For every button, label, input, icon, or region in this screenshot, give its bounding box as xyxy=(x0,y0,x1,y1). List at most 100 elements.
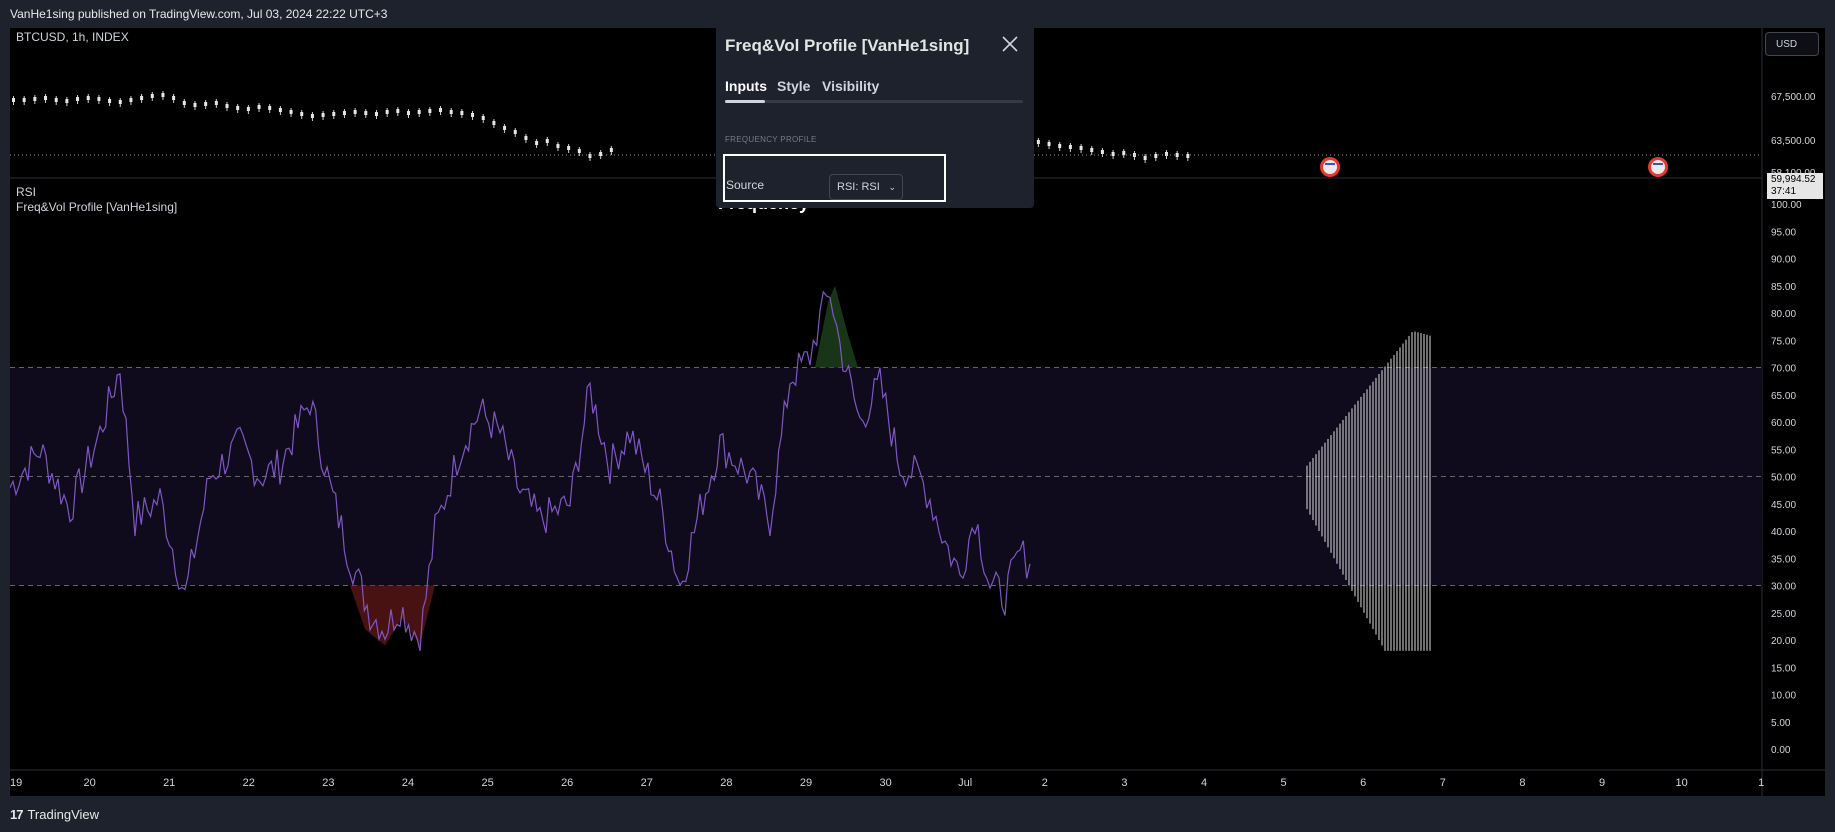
price-candle-body xyxy=(407,111,410,115)
time-axis-label: 22 xyxy=(243,777,255,789)
rsi-scale-label: 0.00 xyxy=(1771,745,1791,756)
price-candle-body xyxy=(1186,154,1190,158)
price-candle-body xyxy=(556,144,560,148)
indicator-legend-name[interactable]: Freq&Vol Profile [VanHe1sing] xyxy=(16,200,178,214)
rsi-scale-label: 90.00 xyxy=(1771,255,1796,266)
price-candle-body xyxy=(428,109,432,113)
us-flag-icon-stripe xyxy=(1325,163,1335,165)
rsi-scale-label: 100.00 xyxy=(1771,200,1802,211)
price-candle-body xyxy=(1122,151,1126,155)
rsi-scale-label: 60.00 xyxy=(1771,418,1796,429)
indicator-settings-dialog: Freq&Vol Profile [VanHe1sing] Inputs Sty… xyxy=(716,28,1034,208)
price-axis-label: 67,500.00 xyxy=(1771,92,1816,103)
time-axis-label: 24 xyxy=(402,777,414,789)
footer-bar: 17 TradingView xyxy=(0,796,1835,832)
tab-visibility[interactable]: Visibility xyxy=(822,78,880,94)
tab-style[interactable]: Style xyxy=(777,78,811,94)
rsi-scale-label: 30.00 xyxy=(1771,582,1796,593)
price-candle-body xyxy=(524,136,528,140)
price-candle-body xyxy=(1047,142,1051,146)
price-candle-body xyxy=(44,96,48,100)
price-candle-body xyxy=(609,148,613,152)
rsi-legend-name[interactable]: RSI xyxy=(16,185,37,199)
tab-inputs[interactable]: Inputs xyxy=(725,78,767,94)
price-candle-body xyxy=(599,152,603,156)
price-candle-body xyxy=(513,130,517,134)
active-tab-indicator xyxy=(725,100,765,103)
price-candle-body xyxy=(353,110,357,114)
price-candle-body xyxy=(268,106,272,110)
price-candle-body xyxy=(481,116,485,120)
price-candle-body xyxy=(289,110,293,114)
price-candle-body xyxy=(86,96,90,100)
price-candle-body xyxy=(12,98,15,102)
price-candle-body xyxy=(321,113,325,117)
price-candle-body xyxy=(172,96,176,100)
price-candle-body xyxy=(1164,152,1168,156)
rsi-scale-label: 45.00 xyxy=(1771,500,1796,511)
time-axis-label: 9 xyxy=(1599,777,1605,789)
time-axis-label: 6 xyxy=(1360,777,1366,789)
price-candle-body xyxy=(257,105,261,109)
price-candle-body xyxy=(1111,152,1115,156)
close-icon[interactable] xyxy=(998,34,1022,58)
chart-area[interactable]: 67,500.00 63,500.00 100.00 95.00 90.00 85.00 8… xyxy=(10,28,1825,796)
time-axis-label: 28 xyxy=(720,777,732,789)
price-candle-body xyxy=(1175,153,1179,157)
us-flag-icon-inner xyxy=(1323,160,1337,174)
price-candle-body xyxy=(118,100,122,104)
price-candle-body xyxy=(236,106,240,110)
price-candle-body xyxy=(449,110,453,114)
publish-info-bar: VanHe1sing published on TradingView.com,… xyxy=(0,0,1835,28)
rsi-scale-label: 50.00 xyxy=(1771,473,1796,484)
publish-text: VanHe1sing published on TradingView.com,… xyxy=(10,7,388,21)
time-axis-label: 4 xyxy=(1201,777,1207,789)
time-axis-label: 10 xyxy=(1675,777,1687,789)
rsi-scale-label: 70.00 xyxy=(1771,364,1796,375)
chart-canvas[interactable]: 67,500.0063,500.00100.0095.0090.0085.008… xyxy=(10,28,1825,796)
time-axis-label: 26 xyxy=(561,777,573,789)
time-axis-label: 20 xyxy=(83,777,95,789)
symbol-legend[interactable]: BTCUSD, 1h, INDEX xyxy=(16,30,129,44)
time-axis-label: 1 xyxy=(1758,777,1764,789)
price-candle-body xyxy=(108,99,112,103)
price-candle-body xyxy=(65,99,69,103)
price-candle-body xyxy=(310,114,314,118)
rsi-scale-label: 75.00 xyxy=(1771,336,1796,347)
us-flag-icon-inner xyxy=(1651,160,1665,174)
price-candle-body xyxy=(567,146,571,150)
price-candle-body xyxy=(193,103,197,107)
close-icon-glyph xyxy=(1002,36,1018,52)
price-candle-body xyxy=(1143,156,1147,160)
price-candle-body xyxy=(182,101,186,105)
price-candle-body xyxy=(22,98,26,102)
rsi-scale-label: 65.00 xyxy=(1771,391,1796,402)
current-price: 59,994.52 xyxy=(1771,174,1816,185)
rsi-scale-label: 20.00 xyxy=(1771,636,1796,647)
price-candle-body xyxy=(33,97,37,101)
price-candle-body xyxy=(54,98,58,102)
price-candle-body xyxy=(396,109,400,113)
price-candle-body xyxy=(385,110,389,114)
rsi-scale-label: 55.00 xyxy=(1771,445,1796,456)
brand-name[interactable]: TradingView xyxy=(27,806,100,822)
source-select-value: RSI: RSI xyxy=(837,181,880,193)
source-row: Source RSI: RSI ⌄ xyxy=(723,154,946,202)
price-candle-body xyxy=(1079,146,1083,150)
price-candle-body xyxy=(342,111,346,115)
time-axis-label: 2 xyxy=(1042,777,1048,789)
price-candle-body xyxy=(97,97,101,101)
price-candle-body xyxy=(225,104,229,108)
time-axis-label: 5 xyxy=(1281,777,1287,789)
rsi-scale-label: 10.00 xyxy=(1771,691,1796,702)
rsi-scale-label: 35.00 xyxy=(1771,554,1796,565)
source-select[interactable]: RSI: RSI ⌄ xyxy=(829,174,903,200)
price-candle-body xyxy=(588,154,592,158)
price-candle-body xyxy=(278,108,282,112)
price-candle-body xyxy=(1090,148,1094,152)
tab-track xyxy=(725,100,1023,103)
price-candle-body xyxy=(545,139,549,143)
us-flag-icon-stripe xyxy=(1653,163,1663,165)
price-candle-body xyxy=(150,94,154,98)
currency-button[interactable]: USD xyxy=(1765,32,1819,56)
